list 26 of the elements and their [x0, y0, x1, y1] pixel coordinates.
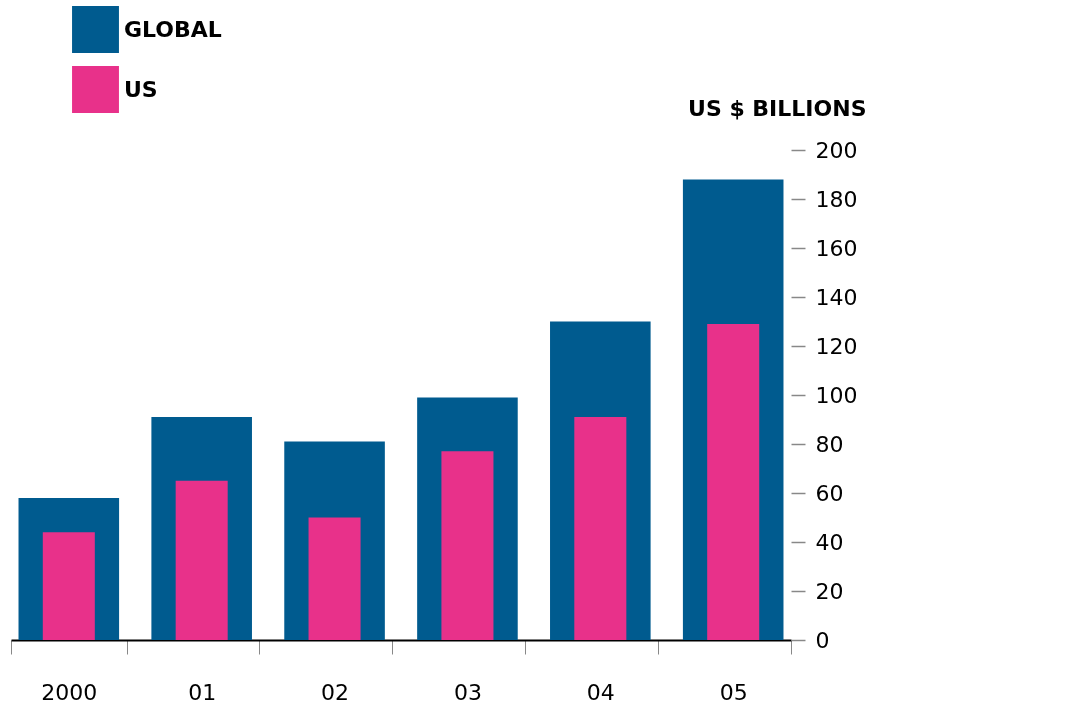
y-tick-label: 200 [815, 137, 858, 163]
y-tick-label: 40 [815, 529, 844, 555]
x-tick-label: 01 [188, 679, 217, 705]
legend-label: GLOBAL [124, 16, 222, 42]
x-tick-label: 04 [586, 679, 615, 705]
x-tick-label: 02 [321, 679, 350, 705]
y-tick-label: 120 [815, 333, 858, 359]
y-tick-label: 60 [815, 480, 844, 506]
x-tick-label: 2000 [41, 679, 98, 705]
bar [308, 517, 361, 640]
y-tick-label: 20 [815, 578, 844, 604]
bar [707, 323, 760, 640]
bar [42, 532, 95, 640]
y-tick-label: 160 [815, 235, 858, 261]
y-tick-label: 0 [815, 627, 830, 653]
y-tick-label: 100 [815, 382, 858, 408]
bar [175, 480, 228, 640]
y-tick-label: 80 [815, 431, 844, 457]
bar [441, 451, 494, 640]
y-axis-title: US $ BILLIONS [688, 95, 867, 121]
y-tick-label: 140 [815, 284, 858, 310]
bar [574, 417, 627, 640]
legend-label: US [124, 76, 158, 102]
x-tick-label: 05 [719, 679, 748, 705]
x-tick-label: 03 [453, 679, 482, 705]
y-tick-label: 180 [815, 186, 858, 212]
